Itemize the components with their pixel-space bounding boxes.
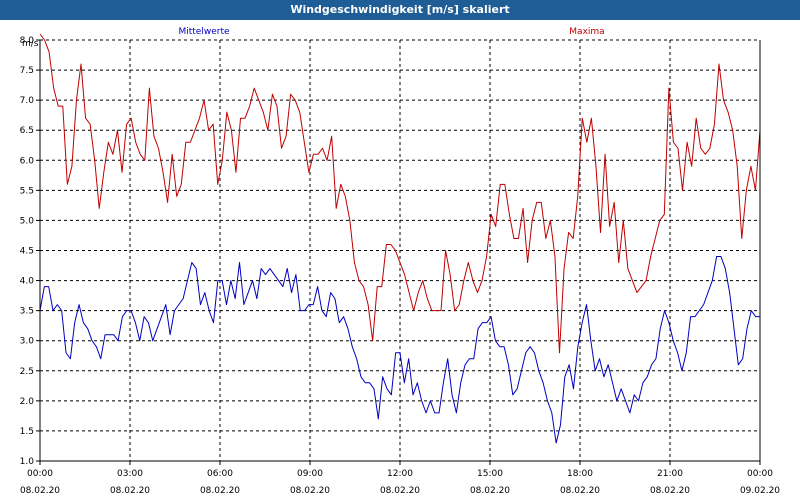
x-tick-date-label: 08.02.20 (470, 486, 510, 496)
x-tick-date-label: 09.02.20 (740, 486, 780, 496)
y-tick-label: 2.0 (20, 397, 35, 407)
y-tick-label: 7.5 (20, 66, 34, 76)
y-tick-label: 2.5 (20, 367, 34, 377)
y-tick-label: 4.5 (20, 247, 34, 257)
x-tick-time-label: 03:00 (117, 469, 143, 479)
y-tick-label: 1.5 (20, 427, 34, 437)
x-tick-time-label: 15:00 (477, 469, 503, 479)
wind-speed-chart: m/s Mittelwerte Maxima 1.0 1.5 2.0 2.5 3.0 3.… (0, 20, 800, 500)
x-tick-date-label: 08.02.20 (290, 486, 330, 496)
x-tick-time-label: 00:00 (27, 469, 53, 479)
x-tick-time-label: 06:00 (207, 469, 233, 479)
x-tick-time-label: 09:00 (297, 469, 323, 479)
series-line-maxima (39, 33, 761, 354)
y-tick-label: 3.5 (20, 307, 34, 317)
x-tick-date-label: 08.02.20 (380, 486, 420, 496)
chart-title: Windgeschwindigkeit [m/s] skaliert (0, 0, 800, 20)
x-tick-time-label: 21:00 (657, 469, 683, 479)
y-tick-label: 3.0 (20, 337, 35, 347)
x-tick-time-label: 12:00 (387, 469, 413, 479)
x-tick-date-label: 08.02.20 (650, 486, 690, 496)
y-tick-label: 5.5 (20, 186, 34, 196)
series-lines (39, 33, 761, 444)
legend-mittelwerte: Mittelwerte (178, 27, 229, 37)
y-tick-label: 1.0 (20, 457, 35, 467)
grid-lines (39, 39, 761, 462)
y-tick-label: 8.0 (20, 36, 35, 46)
y-tick-label: 6.5 (20, 126, 34, 136)
x-tick-date-label: 08.02.20 (20, 486, 60, 496)
y-tick-label: 5.0 (20, 216, 35, 226)
x-tick-time-label: 00:00 (747, 469, 773, 479)
x-tick-date-label: 08.02.20 (110, 486, 150, 496)
x-tick-time-label: 18:00 (567, 469, 593, 479)
x-tick-date-label: 08.02.20 (560, 486, 600, 496)
y-tick-label: 6.0 (20, 156, 35, 166)
y-axis-unit-label: m/s (22, 39, 39, 49)
series-line-mittelwerte (39, 256, 760, 444)
axes (36, 39, 761, 465)
y-tick-label: 7.0 (20, 96, 35, 106)
x-tick-date-label: 08.02.20 (200, 486, 240, 496)
legend-maxima: Maxima (569, 27, 604, 37)
tick-labels: 1.0 1.5 2.0 2.5 3.0 3.5 4.0 4.5 5.0 5.5 6.0 6.5 7.0 7… (20, 36, 781, 496)
y-tick-label: 4.0 (20, 277, 35, 287)
